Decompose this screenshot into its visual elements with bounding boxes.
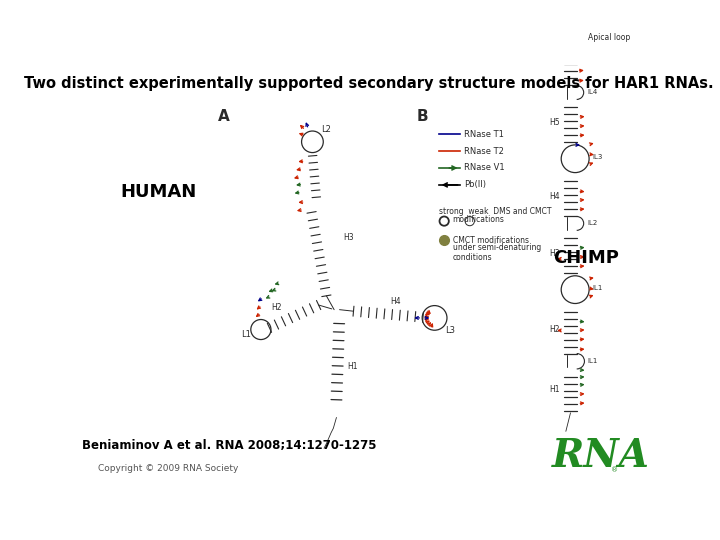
Text: A: A — [218, 109, 230, 124]
Text: under semi-denaturing: under semi-denaturing — [453, 244, 541, 252]
Text: IL4: IL4 — [588, 89, 598, 95]
Text: L2: L2 — [321, 125, 330, 134]
Text: CHIMP: CHIMP — [553, 249, 619, 267]
Text: H4: H4 — [549, 192, 559, 201]
Text: L1: L1 — [240, 330, 251, 339]
Text: IL1: IL1 — [588, 358, 598, 364]
Text: H4: H4 — [391, 296, 401, 306]
Text: modifications: modifications — [453, 215, 505, 224]
Text: conditions: conditions — [453, 253, 492, 262]
Text: IL1: IL1 — [593, 285, 603, 291]
Text: H5: H5 — [549, 118, 559, 127]
Text: ®: ® — [611, 467, 618, 474]
Text: IL3: IL3 — [593, 154, 603, 160]
Text: H1: H1 — [347, 362, 358, 371]
Text: L3: L3 — [445, 326, 454, 335]
Text: strong  weak  DMS and CMCT: strong weak DMS and CMCT — [438, 207, 552, 215]
Text: RNase T2: RNase T2 — [464, 146, 504, 156]
Text: HUMAN: HUMAN — [121, 183, 197, 201]
Text: H3: H3 — [549, 249, 559, 258]
Text: H2: H2 — [271, 302, 282, 312]
Text: H3: H3 — [343, 233, 354, 242]
Text: RNA: RNA — [552, 437, 649, 476]
Text: B: B — [416, 109, 428, 124]
Text: Apical loop: Apical loop — [588, 33, 630, 42]
Text: H1: H1 — [549, 385, 559, 394]
Text: RNase T1: RNase T1 — [464, 130, 504, 139]
Text: CMCT modifications: CMCT modifications — [453, 236, 528, 245]
Text: Two distinct experimentally supported secondary structure models for HAR1 RNAs.: Two distinct experimentally supported se… — [24, 76, 714, 91]
Text: Pb(II): Pb(II) — [464, 180, 486, 190]
Text: Beniaminov A et al. RNA 2008;14:1270-1275: Beniaminov A et al. RNA 2008;14:1270-127… — [82, 439, 377, 452]
Text: RNase V1: RNase V1 — [464, 164, 505, 172]
Text: H2: H2 — [549, 325, 559, 334]
Text: IL2: IL2 — [588, 220, 598, 226]
Text: Copyright © 2009 RNA Society: Copyright © 2009 RNA Society — [99, 464, 239, 473]
